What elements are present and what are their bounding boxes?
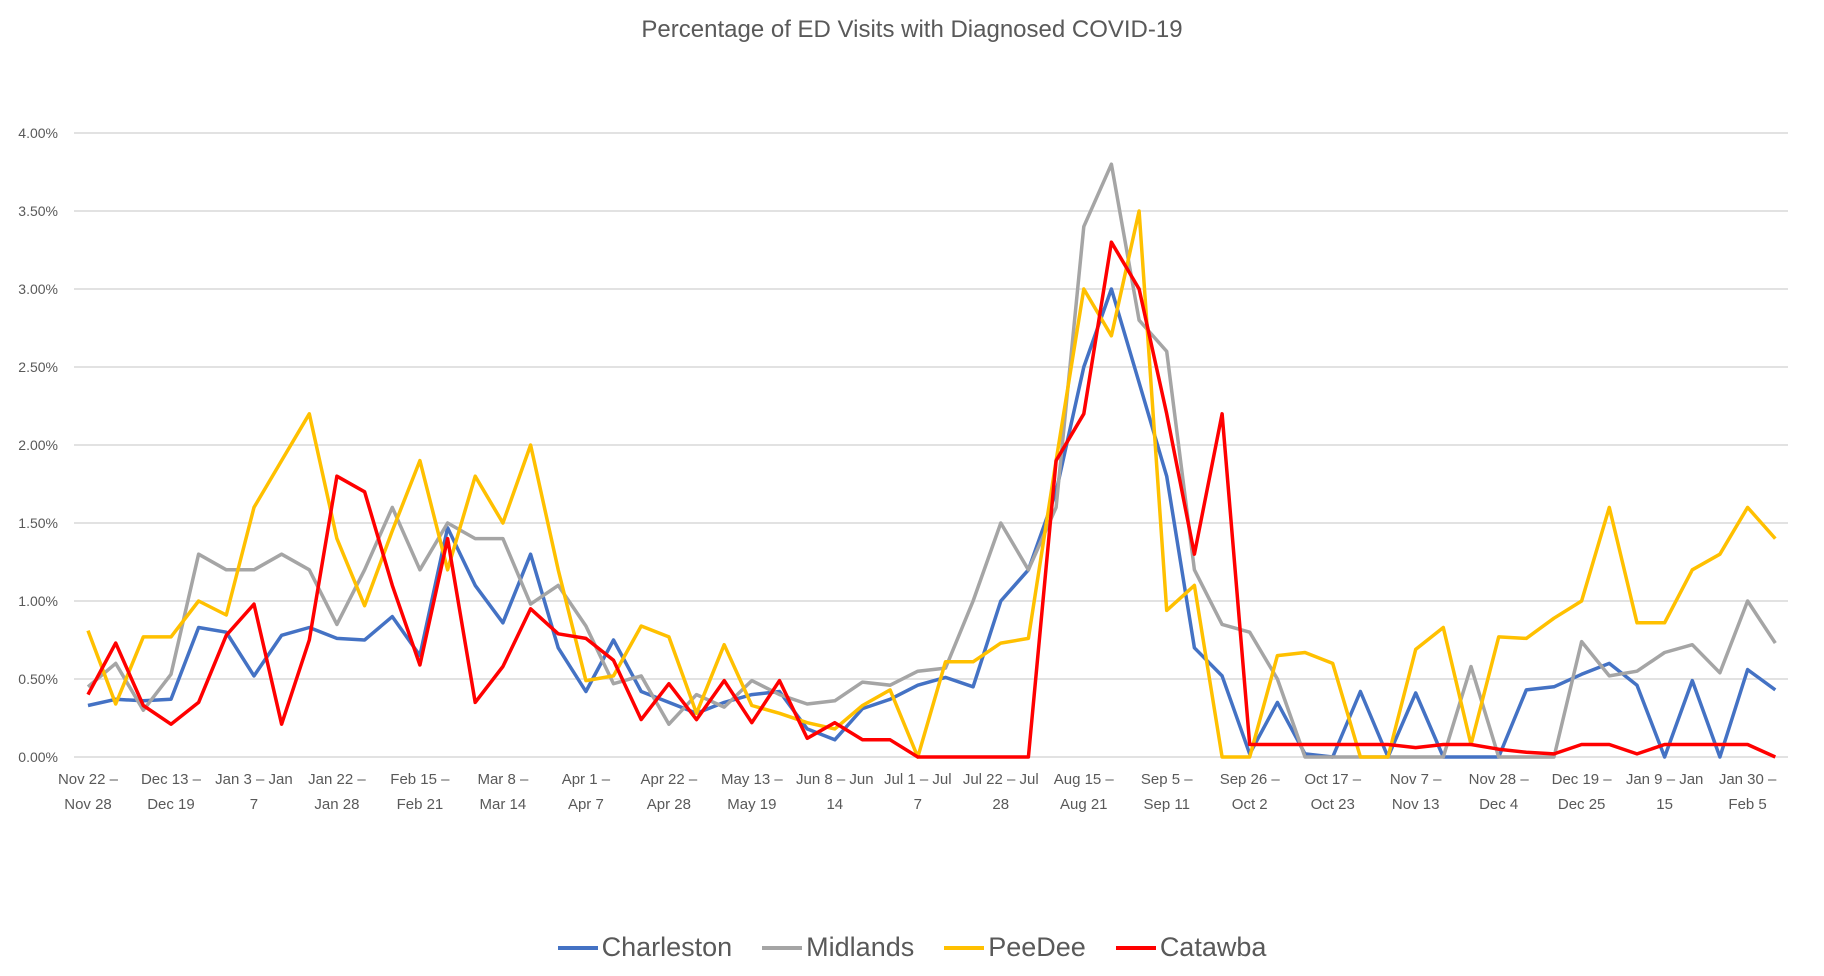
x-tick-label: 7	[250, 796, 258, 813]
x-tick-label: Mar 8 –	[477, 771, 529, 788]
series-line-catawba	[86, 240, 1777, 759]
y-tick-label: 4.00%	[18, 125, 58, 141]
x-tick-label: Nov 28	[64, 796, 112, 813]
x-tick-label: Feb 21	[397, 796, 444, 813]
y-tick-label: 0.00%	[18, 749, 58, 765]
x-tick-label: Apr 7	[568, 796, 604, 813]
x-tick-label: Jan 3 – Jan	[215, 771, 293, 788]
legend-label: Catawba	[1159, 932, 1267, 962]
x-tick-label: Nov 13	[1392, 796, 1440, 813]
x-tick-label: Nov 7 –	[1390, 771, 1442, 788]
y-tick-label: 2.00%	[18, 437, 58, 453]
x-tick-label: Jan 28	[314, 796, 359, 813]
legend-swatch	[1115, 945, 1156, 950]
x-tick-label: May 19	[727, 796, 776, 813]
x-tick-label: Jan 9 – Jan	[1626, 771, 1704, 788]
x-tick-label: Jun 8 – Jun	[796, 771, 874, 788]
series-line-midlands	[86, 162, 1777, 759]
x-tick-label: 28	[992, 796, 1009, 813]
series-line-peedee	[86, 209, 1777, 759]
x-tick-label: Jan 30 –	[1719, 771, 1777, 788]
x-tick-label: Feb 5	[1728, 796, 1766, 813]
x-tick-label: Dec 19 –	[1552, 771, 1613, 788]
legend-label: Midlands	[806, 932, 915, 962]
y-tick-label: 3.50%	[18, 203, 58, 219]
x-tick-label: 7	[914, 796, 922, 813]
legend-label: Charleston	[601, 932, 733, 962]
x-tick-label: Feb 15 –	[390, 771, 450, 788]
x-tick-label: Dec 4	[1479, 796, 1518, 813]
x-tick-label: Dec 25	[1558, 796, 1606, 813]
x-tick-label: 15	[1656, 796, 1673, 813]
series-line-charleston	[87, 287, 1777, 759]
x-tick-label: Sep 5 –	[1141, 771, 1193, 788]
legend-swatch	[557, 945, 598, 950]
y-tick-label: 2.50%	[18, 359, 58, 375]
y-tick-label: 3.00%	[18, 281, 58, 297]
x-tick-label: Dec 13 –	[141, 771, 202, 788]
x-tick-label: Mar 14	[480, 796, 527, 813]
x-tick-label: Sep 26 –	[1220, 771, 1281, 788]
x-tick-label: Nov 28 –	[1469, 771, 1530, 788]
x-tick-label: 14	[826, 796, 843, 813]
x-tick-label: Nov 22 –	[58, 771, 119, 788]
x-tick-label: Dec 19	[147, 796, 195, 813]
y-tick-label: 0.50%	[18, 671, 58, 687]
legend-item-catawba: Catawba	[1115, 932, 1267, 963]
x-tick-label: Aug 15 –	[1054, 771, 1115, 788]
x-tick-label: Jul 1 – Jul	[884, 771, 952, 788]
legend-swatch	[944, 945, 985, 950]
x-tick-label: Jan 22 –	[308, 771, 366, 788]
legend-item-peedee: PeeDee	[944, 932, 1086, 963]
chart-title: Percentage of ED Visits with Diagnosed C…	[641, 16, 1183, 43]
legend-item-midlands: Midlands	[762, 932, 914, 963]
x-tick-label: Apr 1 –	[562, 771, 611, 788]
x-tick-label: Apr 22 –	[641, 771, 698, 788]
legend-label: PeeDee	[988, 932, 1086, 962]
x-tick-label: Aug 21	[1060, 796, 1108, 813]
y-tick-label: 1.50%	[18, 515, 58, 531]
x-tick-label: Jul 22 – Jul	[963, 771, 1039, 788]
x-tick-label: Oct 23	[1311, 796, 1355, 813]
legend-item-charleston: Charleston	[557, 932, 733, 963]
legend-swatch	[762, 945, 803, 950]
legend: Charleston Midlands PeeDee Catawba	[0, 932, 1824, 963]
x-tick-label: May 13 –	[721, 771, 783, 788]
x-tick-label: Oct 17 –	[1304, 771, 1361, 788]
x-tick-label: Oct 2	[1232, 796, 1268, 813]
x-tick-label: Sep 11	[1144, 796, 1190, 813]
y-tick-label: 1.00%	[18, 593, 58, 609]
x-tick-label: Apr 28	[647, 796, 691, 813]
